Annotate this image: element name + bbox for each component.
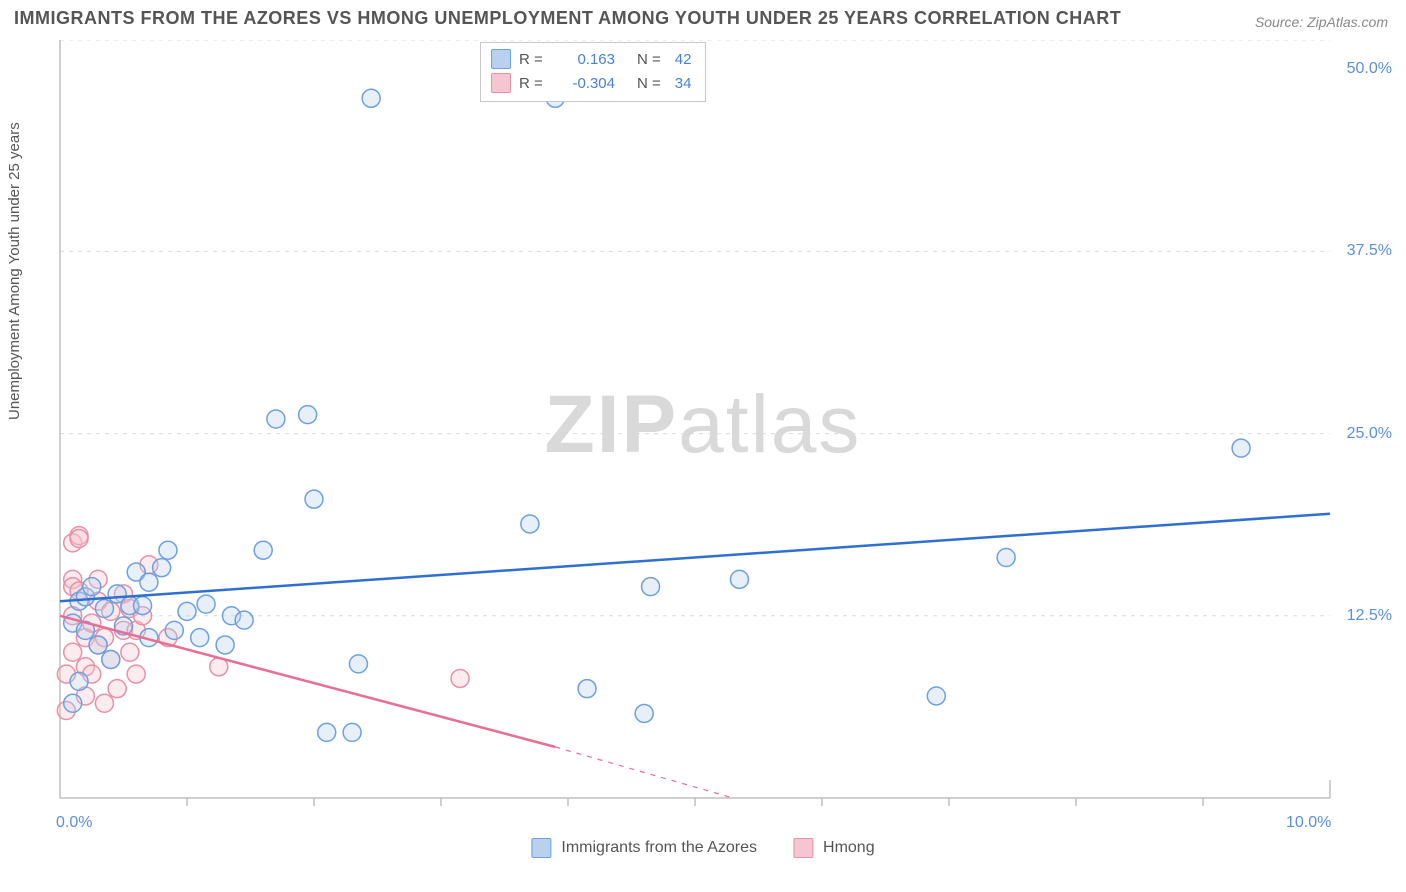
r-label: R = [519, 51, 549, 68]
swatch-series-a [531, 838, 551, 858]
x-tick-label-min: 0.0% [56, 814, 92, 832]
r-value-a: 0.163 [557, 51, 615, 68]
n-value-a: 42 [675, 51, 692, 68]
legend-item-a: Immigrants from the Azores [531, 838, 757, 858]
n-value-b: 34 [675, 75, 692, 92]
y-tick-label: 50.0% [1347, 60, 1392, 78]
legend-row-series-a: R = 0.163 N = 42 [491, 47, 691, 71]
source-attribution: Source: ZipAtlas.com [1255, 14, 1388, 30]
source-value: ZipAtlas.com [1307, 14, 1388, 30]
legend-series: Immigrants from the Azores Hmong [531, 838, 874, 858]
legend-label-b: Hmong [823, 839, 875, 857]
y-axis-label: Unemployment Among Youth under 25 years [6, 122, 23, 420]
y-tick-label: 37.5% [1347, 242, 1392, 260]
n-label: N = [637, 51, 661, 68]
y-tick-label: 25.0% [1347, 425, 1392, 443]
source-label: Source: [1255, 14, 1303, 30]
chart-svg [48, 40, 1388, 830]
n-label: N = [637, 75, 661, 92]
x-tick-label-max: 10.0% [1286, 814, 1331, 832]
r-label: R = [519, 75, 549, 92]
r-value-b: -0.304 [557, 75, 615, 92]
page-title: IMMIGRANTS FROM THE AZORES VS HMONG UNEM… [14, 8, 1121, 29]
scatter-plot [48, 40, 1388, 830]
legend-correlation: R = 0.163 N = 42 R = -0.304 N = 34 [480, 42, 706, 102]
swatch-series-b [793, 838, 813, 858]
legend-row-series-b: R = -0.304 N = 34 [491, 71, 691, 95]
legend-label-a: Immigrants from the Azores [561, 839, 757, 857]
swatch-series-a [491, 49, 511, 69]
legend-item-b: Hmong [793, 838, 875, 858]
y-tick-label: 12.5% [1347, 607, 1392, 625]
swatch-series-b [491, 73, 511, 93]
